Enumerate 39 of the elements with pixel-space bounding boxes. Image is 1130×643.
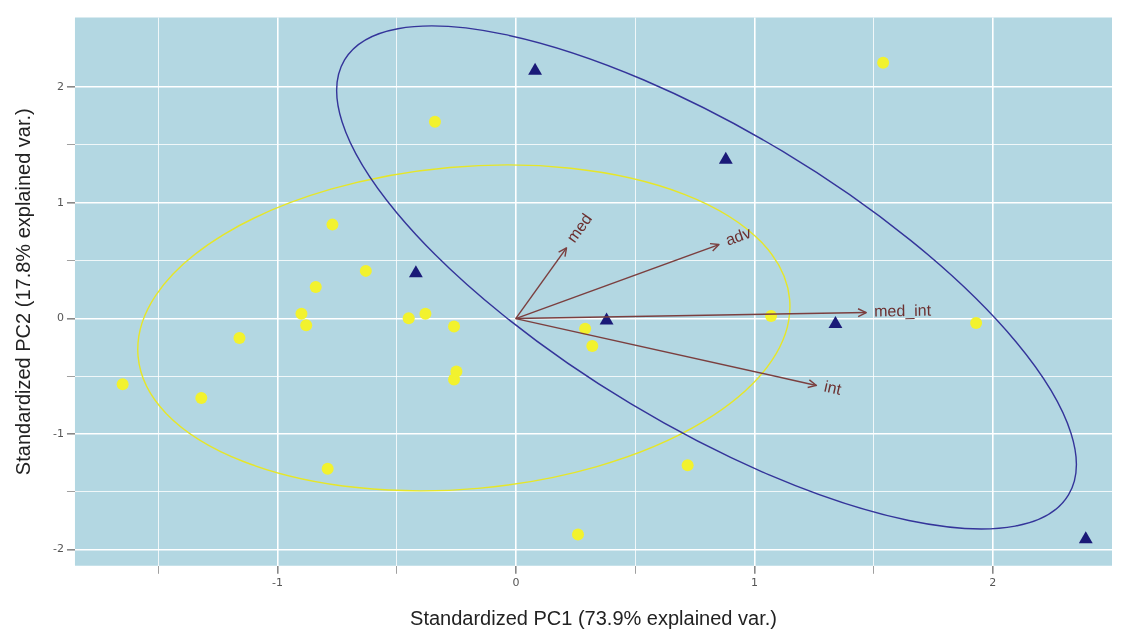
- point: [402, 312, 415, 325]
- x-axis-title: Standardized PC1 (73.9% explained var.): [410, 606, 777, 629]
- annotation: int: [822, 377, 844, 399]
- point: [448, 320, 461, 333]
- x-tick-label: 0: [512, 576, 520, 590]
- point: [571, 528, 584, 541]
- annotation: med_int: [874, 301, 932, 321]
- point: [528, 62, 543, 75]
- point: [1078, 531, 1093, 544]
- point: [828, 316, 843, 329]
- point: [718, 151, 733, 164]
- point: [586, 340, 599, 353]
- y-tick-label: -1: [53, 426, 64, 440]
- point: [309, 281, 322, 294]
- x-tick-label: 2: [989, 576, 997, 590]
- point: [321, 462, 334, 475]
- point: [877, 56, 890, 69]
- x-tick-label: -1: [272, 576, 284, 590]
- point: [681, 459, 694, 472]
- point: [970, 316, 983, 329]
- point: [195, 392, 208, 405]
- point: [419, 307, 432, 320]
- point: [233, 331, 246, 344]
- point: [579, 322, 592, 335]
- y-tick-label: 2: [56, 79, 64, 93]
- y-tick-label: 1: [56, 195, 64, 209]
- y-axis-title: Standardized PC2 (17.8% explained var.): [11, 108, 34, 476]
- point: [448, 373, 461, 386]
- point: [300, 319, 313, 332]
- point: [295, 307, 308, 320]
- point: [116, 378, 129, 391]
- y-tick-label: -2: [53, 542, 64, 556]
- y-tick-label: 0: [56, 311, 64, 325]
- x-tick-label: 1: [750, 576, 758, 590]
- annotation: adv: [723, 223, 754, 249]
- point: [359, 264, 372, 277]
- point: [408, 265, 423, 278]
- point: [326, 218, 339, 231]
- point: [428, 115, 441, 128]
